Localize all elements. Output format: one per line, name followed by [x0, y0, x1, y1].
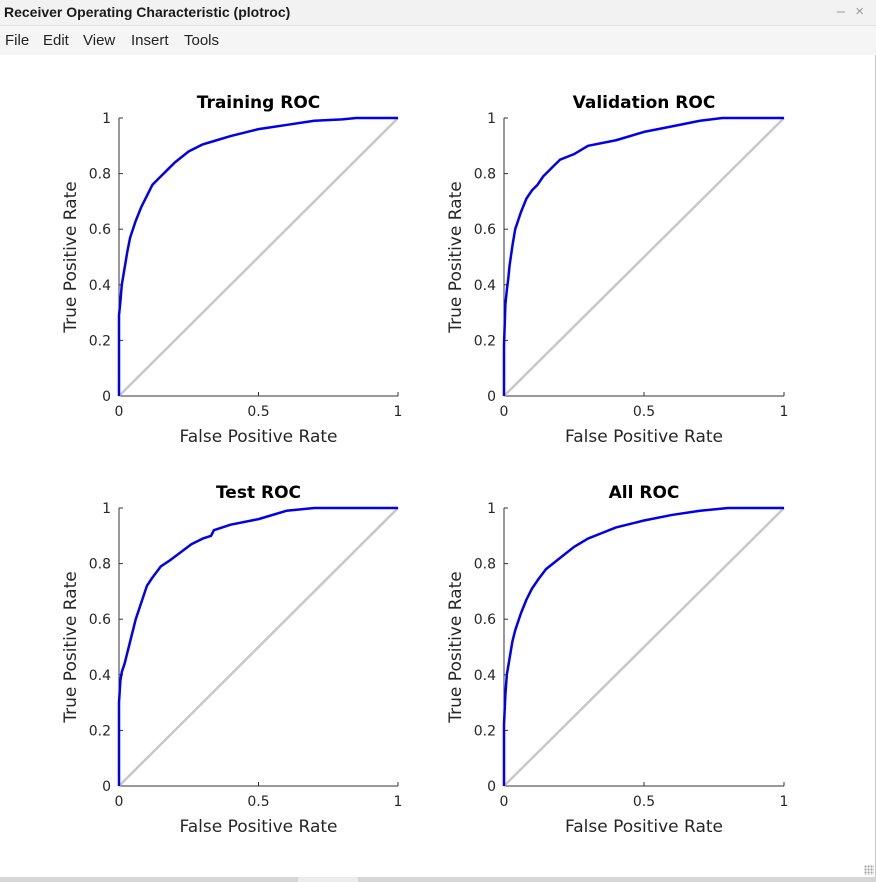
x-tick-label: 1	[780, 794, 789, 810]
roc-figure: 0 0.2 0.4 0.6 0.8 1 0 0.5 1 Training ROC False Pos…	[61, 93, 788, 837]
roc-panel: 0 0.2 0.4 0.6 0.8 1 0 0.5 1 All ROC False Positive…	[446, 483, 788, 837]
y-tick-label: 0.8	[474, 167, 496, 183]
x-axis-label: False Positive Rate	[180, 817, 338, 837]
chart-title: Training ROC	[197, 93, 321, 113]
y-tick-label: 0.2	[89, 723, 111, 739]
y-tick-label: 0.2	[474, 723, 496, 739]
menu-insert[interactable]: Insert	[131, 32, 169, 49]
y-axis-label: True Positive Rate	[446, 181, 466, 333]
roc-curve-line	[502, 116, 784, 396]
y-tick-label: 0.6	[89, 222, 111, 238]
roc-panel: 0 0.2 0.4 0.6 0.8 1 0 0.5 1 Test ROC False Positiv…	[61, 483, 402, 837]
y-axis-label: True Positive Rate	[61, 181, 81, 333]
x-tick-label: 0.5	[247, 404, 269, 420]
minimize-button[interactable]: –	[836, 3, 846, 20]
menu-tools[interactable]: Tools	[184, 32, 220, 49]
y-tick-label: 0.2	[89, 333, 111, 349]
figure-canvas: 0 0.2 0.4 0.6 0.8 1 0 0.5 1 Training ROC False Pos…	[0, 55, 876, 877]
y-tick-label: 1	[102, 501, 111, 517]
y-tick-label: 0.8	[89, 167, 111, 183]
diagonal-reference-line	[503, 117, 785, 397]
x-tick-label: 1	[780, 404, 789, 420]
y-tick-label: 0.6	[474, 612, 496, 628]
window-title: Receiver Operating Characteristic (plotr…	[4, 4, 291, 20]
x-axis-label: False Positive Rate	[565, 817, 723, 837]
diagonal-reference-line	[118, 507, 399, 787]
roc-panel: 0 0.2 0.4 0.6 0.8 1 0 0.5 1 Training ROC False Pos…	[61, 93, 402, 447]
y-axis-label: True Positive Rate	[61, 571, 81, 723]
y-tick-label: 0.6	[474, 222, 496, 238]
x-axis-label: False Positive Rate	[180, 427, 338, 447]
y-tick-label: 0.6	[89, 612, 111, 628]
roc-curve-line	[117, 116, 398, 396]
y-axis-label: True Positive Rate	[446, 571, 466, 723]
x-tick-label: 0.5	[633, 794, 655, 810]
y-tick-label: 0.4	[474, 668, 496, 684]
window-titlebar[interactable]: Receiver Operating Characteristic (plotr…	[0, 0, 876, 26]
x-tick-label: 0	[115, 404, 124, 420]
diagonal-reference-line	[503, 507, 785, 787]
roc-curve-line	[117, 506, 398, 786]
menu-file[interactable]: File	[5, 32, 30, 49]
y-tick-label: 1	[487, 111, 496, 127]
x-axis-label: False Positive Rate	[565, 427, 723, 447]
x-tick-label: 1	[394, 404, 403, 420]
chart-title: All ROC	[609, 483, 680, 503]
y-tick-label: 0.4	[89, 278, 111, 294]
y-tick-label: 1	[487, 501, 496, 517]
y-tick-label: 0	[102, 779, 111, 795]
menu-bar: File Edit View Insert Tools	[0, 26, 876, 55]
y-tick-label: 0.8	[89, 557, 111, 573]
diagonal-reference-line	[118, 117, 399, 397]
x-tick-label: 0	[115, 794, 124, 810]
x-tick-label: 0.5	[247, 794, 269, 810]
chart-title: Validation ROC	[573, 93, 716, 113]
y-tick-label: 0	[487, 389, 496, 405]
y-tick-label: 0.8	[474, 557, 496, 573]
x-tick-label: 0.5	[633, 404, 655, 420]
y-tick-label: 0.2	[474, 333, 496, 349]
roc-panel: 0 0.2 0.4 0.6 0.8 1 0 0.5 1 Validation ROC False P…	[446, 93, 788, 447]
status-strip	[0, 877, 876, 882]
roc-curve-line	[502, 506, 784, 786]
x-tick-label: 0	[500, 404, 509, 420]
chart-title: Test ROC	[216, 483, 301, 503]
y-tick-label: 0.4	[89, 668, 111, 684]
close-button[interactable]: ×	[855, 3, 864, 20]
resize-grip-icon[interactable]	[864, 865, 874, 875]
x-tick-label: 0	[500, 794, 509, 810]
y-tick-label: 0.4	[474, 278, 496, 294]
y-tick-label: 0	[487, 779, 496, 795]
y-tick-label: 1	[102, 111, 111, 127]
menu-view[interactable]: View	[83, 32, 116, 49]
menu-edit[interactable]: Edit	[43, 32, 69, 49]
y-tick-label: 0	[102, 389, 111, 405]
window-controls: – ×	[831, 3, 864, 20]
x-tick-label: 1	[394, 794, 403, 810]
